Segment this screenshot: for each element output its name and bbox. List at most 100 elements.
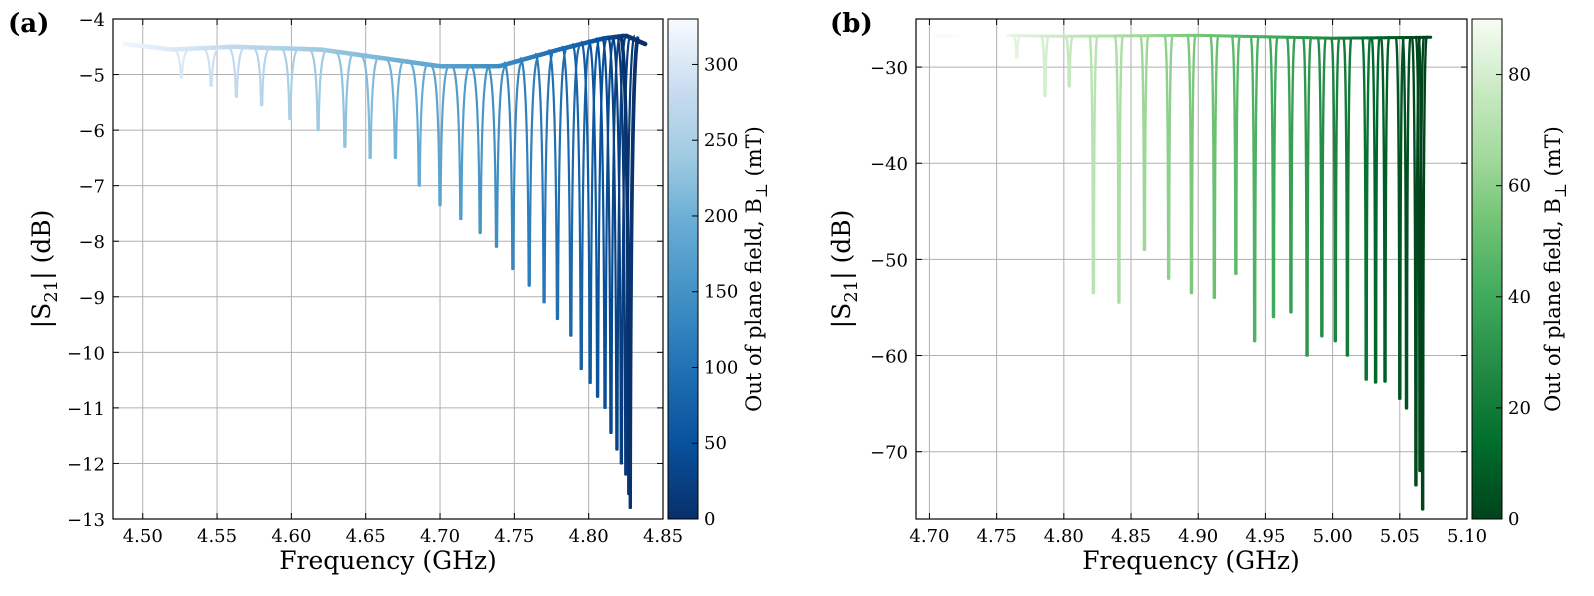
y-tick-label: −70: [870, 443, 908, 464]
y-tick-label: −50: [870, 250, 908, 271]
x-tick-label: 5.10: [1447, 526, 1487, 547]
resonance-dip: [1163, 34, 1174, 280]
panel-b-plot-frame: [915, 18, 1468, 520]
panel-b-x-axis-label: Frequency (GHz): [1082, 546, 1300, 575]
x-tick-label: 4.70: [909, 526, 949, 547]
resonance-dip: [1342, 36, 1353, 357]
x-tick-label: 4.75: [977, 526, 1017, 547]
y-tick-label: −9: [78, 288, 105, 309]
panel-b-colorbar-label: Out of plane field, B⊥ (mT): [1541, 126, 1570, 412]
resonance-dip: [360, 55, 380, 159]
panel-a-x-ticks: 4.50 4.55 4.60 4.65 4.70 4.75 4.80 4.85: [123, 19, 683, 547]
x-tick-label: 4.70: [420, 526, 460, 547]
x-tick-label: 4.85: [1111, 526, 1151, 547]
panel-b-y-ticks: −30 −40 −50 −60 −70: [870, 58, 1467, 464]
resonance-dip: [227, 45, 246, 98]
resonance-dip: [1209, 34, 1220, 300]
resonance-dip: [172, 48, 191, 79]
resonance-dip: [534, 52, 555, 304]
x-tick-label: 4.65: [346, 526, 386, 547]
y-tick-label: −8: [78, 232, 105, 253]
colorbar-tick-label: 60: [1508, 176, 1531, 197]
colorbar-tick-label: 150: [704, 282, 738, 303]
resonance-dip: [252, 46, 272, 107]
panel-b-colorbar-ticks: 0 20 40 60 80: [1496, 65, 1531, 530]
panel-a-label: (a): [8, 9, 49, 39]
resonance-dip: [1249, 35, 1260, 343]
resonance-dip: [335, 51, 355, 148]
resonance-dip: [1285, 36, 1297, 314]
y-tick-label: −40: [870, 154, 908, 175]
resonance-dip: [595, 37, 616, 409]
panel-b: (b) 4.70 4.75 4.80 4.85 4.90 4.95 5.00 5.05 5.10…: [827, 9, 1570, 575]
trace-segment: [639, 40, 648, 47]
resonance-dip: [486, 65, 507, 248]
resonance-dip: [1113, 34, 1125, 304]
resonance-dip: [1370, 36, 1381, 384]
y-tick-label: −4: [78, 10, 105, 31]
colorbar-tick-label: 250: [704, 130, 738, 151]
y-tick-label: −60: [870, 347, 908, 368]
resonance-dip: [1063, 35, 1075, 88]
resonance-dip: [1139, 34, 1150, 251]
colorbar-tick-label: 0: [1508, 509, 1519, 530]
x-tick-label: 4.60: [271, 526, 311, 547]
colorbar-tick-label: 20: [1508, 398, 1531, 419]
y-tick-label: −30: [870, 58, 908, 79]
resonance-dip: [502, 61, 523, 271]
resonance-dip: [450, 65, 471, 221]
y-tick-label: −10: [67, 343, 105, 364]
colorbar-tick-label: 40: [1508, 287, 1531, 308]
resonance-dip: [430, 65, 450, 207]
resonance-dip: [519, 56, 540, 287]
resonance-dip: [547, 48, 568, 321]
resonance-dip: [580, 40, 601, 384]
resonance-dip: [615, 34, 636, 476]
resonance-dip: [1012, 34, 1022, 59]
panel-a-colorbar-label: Out of plane field, B⊥ (mT): [742, 126, 771, 412]
resonance-dip: [1230, 34, 1242, 276]
panel-a-x-axis-label: Frequency (GHz): [279, 546, 497, 575]
panel-a: (a) 4.50 4.55 4.60 4.65 4.70 4.75 4.80 4.85 −4−…: [8, 9, 771, 575]
resonance-dip: [1394, 36, 1406, 401]
y-tick-label: −11: [67, 399, 105, 420]
y-tick-label: −5: [78, 66, 105, 87]
panel-b-series: [934, 33, 1433, 511]
panel-a-y-ticks: −4 −5 −6 −7 −8 −9 −10 −11 −12 −13: [67, 10, 663, 531]
resonance-dip: [308, 48, 328, 132]
resonance-dip: [1330, 37, 1341, 343]
x-tick-label: 4.50: [123, 526, 163, 547]
panel-a-colorbar-ticks: 0 50 100 150 200 250 300: [692, 54, 738, 530]
resonance-dip: [1417, 36, 1428, 511]
y-tick-label: −7: [78, 177, 105, 198]
y-tick-label: −12: [67, 454, 105, 475]
x-tick-label: 4.85: [643, 526, 683, 547]
resonance-dip: [620, 36, 641, 509]
panel-b-x-ticks: 4.70 4.75 4.80 4.85 4.90 4.95 5.00 5.05 5.10: [909, 19, 1487, 547]
panel-a-y-axis-label: |S21| (dB): [27, 210, 62, 329]
panel-b-y-axis-label: |S21| (dB): [827, 210, 862, 329]
resonance-dip: [1379, 36, 1391, 383]
x-tick-label: 4.55: [197, 526, 237, 547]
resonance-dip: [1401, 36, 1412, 410]
resonance-dip: [1316, 36, 1328, 338]
resonance-dip: [1360, 36, 1372, 381]
x-tick-label: 4.95: [1245, 526, 1285, 547]
colorbar-tick-label: 300: [704, 54, 738, 75]
colorbar-tick-label: 80: [1508, 65, 1531, 86]
x-tick-label: 5.00: [1313, 526, 1353, 547]
panel-a-colorbar: [667, 18, 699, 520]
resonance-dip: [1039, 34, 1051, 98]
panel-a-plot-frame: [112, 18, 664, 520]
y-tick-label: −13: [67, 510, 105, 531]
resonance-dip: [409, 62, 429, 187]
panel-a-series: [122, 33, 648, 509]
x-tick-label: 4.80: [569, 526, 609, 547]
resonance-dip: [1268, 35, 1279, 319]
x-tick-label: 4.90: [1178, 526, 1218, 547]
resonance-dip: [1414, 36, 1426, 473]
resonance-dip: [1301, 36, 1313, 357]
colorbar-tick-label: 100: [704, 357, 738, 378]
y-tick-label: −6: [78, 121, 105, 142]
colorbar-tick-label: 200: [704, 206, 738, 227]
